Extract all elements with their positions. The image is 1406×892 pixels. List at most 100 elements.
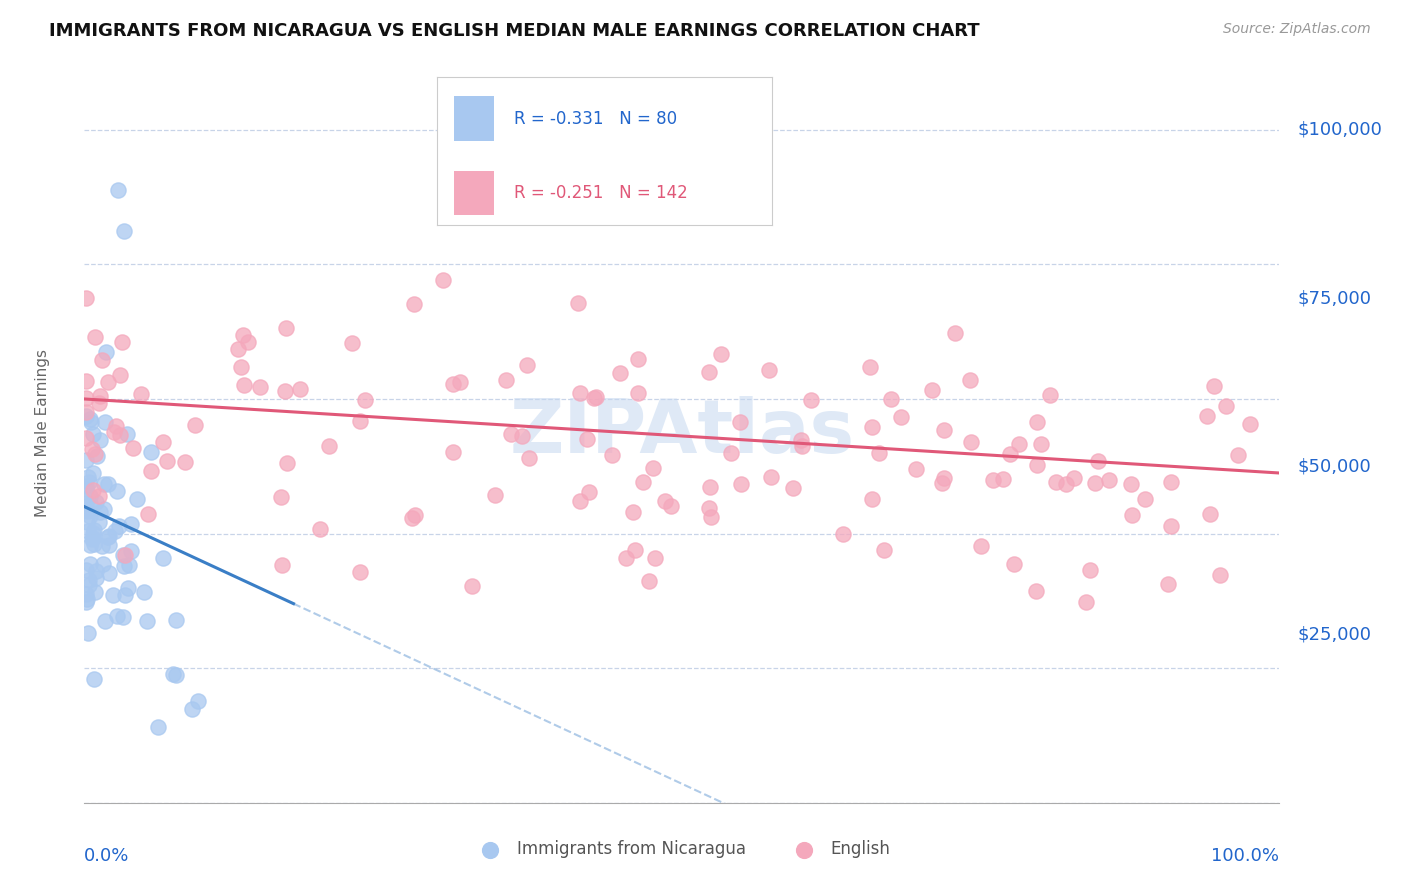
Point (84, 564, 107, 578)
Point (104, 524, 127, 539)
Point (107, 183, 129, 197)
Point (1195, 409, 1218, 423)
Text: $100,000: $100,000 (1298, 120, 1382, 139)
Point (87, 396, 110, 410)
Point (122, 441, 145, 455)
Point (83, 672, 105, 686)
Point (83, 448, 105, 462)
Point (114, 549, 136, 563)
Point (401, 510, 423, 524)
Point (697, 500, 720, 515)
Point (108, 427, 131, 442)
Point (86, 495, 108, 509)
Point (970, 539, 993, 553)
Point (659, 500, 682, 514)
Point (730, 477, 752, 491)
Point (585, 390, 607, 404)
Point (75, 404, 97, 418)
Point (309, 523, 332, 537)
Point (94, 415, 117, 429)
Point (152, 435, 174, 450)
Point (76, 504, 98, 518)
Point (728, 415, 751, 429)
Point (97, 566, 120, 581)
Point (93, 477, 115, 491)
Point (226, 342, 249, 356)
Point (1133, 491, 1156, 506)
Point (276, 321, 298, 335)
Point (152, 551, 174, 566)
Point (1121, 508, 1143, 522)
Point (443, 376, 465, 391)
Point (249, 380, 271, 394)
Point (77, 625, 100, 640)
Point (75, 479, 97, 493)
Point (868, 446, 890, 460)
Point (136, 614, 159, 628)
Point (1239, 417, 1261, 431)
Point (1215, 399, 1237, 413)
Point (274, 384, 297, 399)
Point (569, 493, 592, 508)
Text: Median Male Earnings: Median Male Earnings (35, 349, 51, 516)
Text: Source: ZipAtlas.com: Source: ZipAtlas.com (1223, 22, 1371, 37)
Point (404, 297, 426, 311)
Point (495, 373, 517, 387)
Point (129, 387, 152, 401)
Point (75, 562, 97, 576)
Point (110, 368, 132, 382)
Point (187, 694, 209, 708)
Point (120, 517, 142, 532)
Point (114, 588, 136, 602)
Point (905, 462, 928, 476)
Text: 100.0%: 100.0% (1212, 847, 1279, 865)
Point (75, 482, 97, 496)
Point (1063, 470, 1085, 484)
Point (77, 469, 100, 483)
Point (349, 414, 371, 428)
Point (229, 360, 252, 375)
Point (79, 509, 101, 524)
Point (105, 609, 128, 624)
Point (354, 392, 377, 407)
Point (1025, 458, 1047, 472)
Point (82, 483, 104, 497)
Point (449, 375, 471, 389)
Point (1025, 415, 1047, 429)
Point (82, 532, 104, 546)
Point (89, 389, 111, 403)
Point (860, 420, 883, 434)
Point (94, 614, 117, 628)
Point (183, 418, 205, 433)
Point (156, 454, 179, 468)
Point (859, 360, 882, 375)
Point (1097, 473, 1119, 487)
Point (654, 493, 676, 508)
Point (699, 480, 721, 494)
Point (83, 537, 105, 551)
Point (1160, 475, 1182, 489)
Point (97, 538, 120, 552)
Point (959, 373, 981, 387)
Point (700, 510, 723, 524)
Point (1087, 454, 1109, 468)
Point (288, 382, 311, 396)
Point (82, 466, 104, 480)
Point (82, 525, 104, 540)
Text: 0.0%: 0.0% (84, 847, 129, 865)
Point (624, 543, 647, 558)
Point (83, 585, 105, 599)
Point (921, 383, 943, 397)
Point (932, 471, 955, 485)
Point (1119, 477, 1142, 491)
Point (276, 456, 298, 470)
Point (97, 477, 120, 491)
Point (115, 426, 138, 441)
Point (889, 409, 911, 424)
Point (118, 558, 141, 572)
Point (83, 523, 105, 537)
Point (461, 579, 484, 593)
Point (89, 505, 111, 519)
Point (79, 490, 101, 504)
Point (75, 452, 97, 467)
